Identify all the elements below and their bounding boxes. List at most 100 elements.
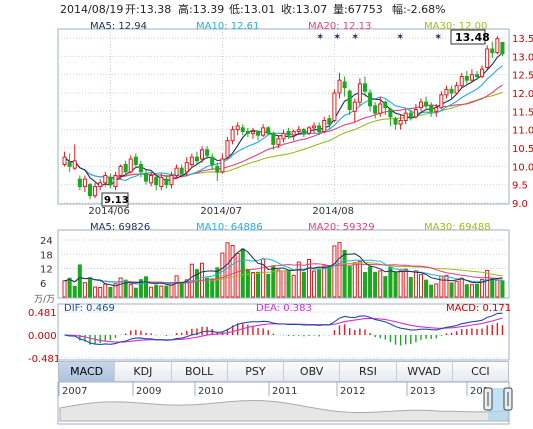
volume-bar bbox=[291, 274, 296, 298]
candle-body bbox=[357, 83, 362, 103]
candlestick bbox=[93, 182, 98, 199]
candlestick bbox=[398, 115, 403, 130]
candle-body bbox=[469, 74, 474, 81]
price-y-tick: 12.0 bbox=[512, 89, 533, 100]
candle-body bbox=[500, 41, 505, 55]
candle-body bbox=[174, 167, 179, 177]
volume-bar bbox=[133, 287, 138, 298]
volume-ma10-line bbox=[64, 257, 503, 285]
volume-bar bbox=[495, 279, 500, 298]
candlestick bbox=[82, 175, 87, 192]
candle-body bbox=[210, 156, 215, 166]
candle-body bbox=[77, 178, 82, 188]
candle-body bbox=[281, 132, 286, 140]
tab-psy[interactable]: PSY bbox=[227, 362, 284, 381]
timeline-handle-left[interactable] bbox=[483, 387, 493, 411]
volume-y-tick: 24 bbox=[40, 236, 53, 247]
candle-body bbox=[103, 175, 108, 184]
volume-bar bbox=[296, 261, 301, 298]
volume-bar bbox=[337, 242, 342, 298]
tab-kdj[interactable]: KDJ bbox=[115, 362, 172, 381]
volume-bar bbox=[459, 277, 464, 298]
volume-bar bbox=[281, 270, 286, 298]
candle-body bbox=[449, 88, 454, 94]
candlestick bbox=[429, 102, 434, 117]
candlestick bbox=[98, 179, 103, 191]
tab-cci[interactable]: CCI bbox=[452, 362, 508, 381]
candlestick bbox=[454, 82, 459, 95]
candlestick bbox=[383, 100, 388, 115]
low-callout: 9.13 bbox=[101, 192, 129, 207]
candle-body bbox=[480, 68, 485, 77]
tab-wvad[interactable]: WVAD bbox=[396, 362, 453, 381]
volume-bar bbox=[434, 283, 439, 298]
candlestick bbox=[133, 153, 138, 169]
volume-ma5-line bbox=[64, 248, 503, 287]
volume-ma10-label: MA10: 64886 bbox=[196, 222, 263, 233]
candle-body bbox=[149, 175, 154, 184]
candlestick bbox=[368, 89, 373, 112]
timeline-year-label: 2012 bbox=[340, 386, 365, 397]
candle-body bbox=[393, 118, 398, 125]
timeline-handle-right[interactable] bbox=[503, 387, 513, 411]
candlestick bbox=[164, 175, 169, 189]
event-marker: ✶ bbox=[434, 32, 442, 43]
candle-body bbox=[398, 120, 403, 125]
candlestick bbox=[72, 144, 77, 170]
timeline-year-label: 201 bbox=[470, 386, 489, 397]
tab-obv[interactable]: OBV bbox=[284, 362, 341, 381]
candlestick bbox=[200, 146, 205, 163]
price-ma20-line bbox=[64, 84, 503, 179]
volume-bar bbox=[184, 279, 189, 298]
volume-bar bbox=[87, 277, 93, 298]
volume-bar bbox=[444, 274, 449, 298]
tab-boll[interactable]: BOLL bbox=[171, 362, 228, 381]
macd-y-tick: -0.481 bbox=[28, 354, 60, 365]
volume-bar bbox=[235, 252, 240, 298]
candle-body bbox=[164, 178, 169, 186]
indicator-tabs: MACD KDJ BOLL PSY OBV RSI WVAD CCI bbox=[58, 361, 509, 382]
candlestick bbox=[194, 151, 199, 165]
candlestick bbox=[266, 126, 271, 136]
candlestick bbox=[495, 36, 500, 55]
event-marker: ✶ bbox=[351, 32, 359, 43]
candle-body bbox=[383, 101, 388, 109]
timeline-year-label: 2013 bbox=[410, 386, 435, 397]
candle-body bbox=[128, 158, 133, 173]
candlestick bbox=[388, 107, 393, 126]
candlestick bbox=[408, 109, 413, 121]
candlestick bbox=[317, 122, 322, 136]
candle-body bbox=[276, 138, 281, 145]
candlestick bbox=[296, 126, 301, 136]
candlestick bbox=[342, 76, 347, 97]
candle-body bbox=[93, 186, 98, 197]
candle-body bbox=[225, 140, 230, 158]
candlestick bbox=[67, 153, 72, 172]
candle-body bbox=[459, 76, 464, 87]
candle-body bbox=[215, 165, 220, 173]
volume-bar bbox=[194, 269, 199, 298]
candlestick bbox=[434, 104, 439, 117]
volume-bar bbox=[271, 265, 276, 298]
tab-macd[interactable]: MACD bbox=[59, 362, 116, 381]
volume-bar bbox=[154, 284, 159, 298]
volume-bar bbox=[383, 276, 388, 298]
candle-body bbox=[123, 164, 128, 173]
macd-panel bbox=[57, 303, 510, 361]
candlestick bbox=[413, 104, 418, 119]
candlestick bbox=[332, 89, 337, 123]
volume-bar bbox=[174, 275, 179, 298]
tab-rsi[interactable]: RSI bbox=[340, 362, 397, 381]
candlestick bbox=[62, 151, 67, 167]
volume-bar bbox=[250, 272, 255, 298]
candle-body bbox=[266, 127, 271, 134]
low-callout-text: 9.13 bbox=[104, 195, 129, 206]
candle-body bbox=[113, 175, 118, 187]
volume-bar bbox=[454, 280, 459, 298]
candle-body bbox=[378, 103, 383, 114]
candle-body bbox=[87, 184, 93, 197]
candle-body bbox=[179, 167, 184, 175]
candle-body bbox=[133, 156, 138, 166]
volume-bar bbox=[82, 282, 87, 298]
volume-bar bbox=[72, 285, 77, 298]
